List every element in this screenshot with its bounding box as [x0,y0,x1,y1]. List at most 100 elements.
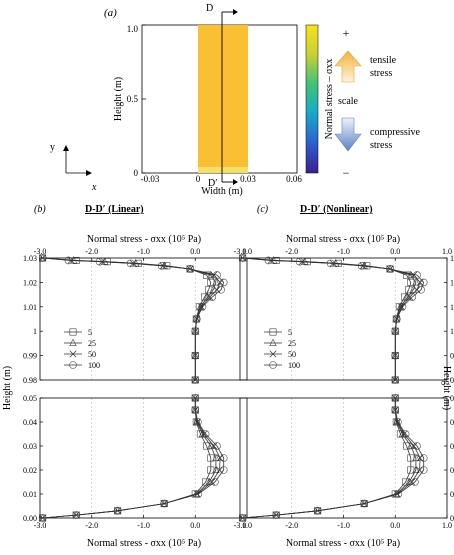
panel-b-upper-x-tick-label: -1.0 [137,247,150,256]
axis-x-letter: x [91,182,97,193]
panel-c-upper-series-100-point [386,265,394,273]
panel-c-upper-series-100-point [391,327,400,336]
panel-a-label: (a) [104,7,117,19]
y-tick-0.5: 0.5 [127,94,139,104]
panel-c-lower-series-100-point [313,506,322,515]
panel-c-upper-x-tick-label: -2.0 [285,247,298,256]
panel-c-upper-series-100-point [326,259,335,268]
panel-c-lower-series-100-point [401,430,410,438]
panel-b-lower-series-50-line [42,398,221,519]
panel-b-lower-y-tick-label: 0.02 [23,466,37,475]
panel-b-upper-series-25-line [42,257,217,380]
panel-b-lower-series-25-point [212,453,220,462]
panel-c-upper-series-25-point [238,253,247,262]
panel-b-upper-x-tick-label: -3.0 [34,247,47,256]
panel-b-lower-series-100-point [211,478,219,486]
panel-b-upper-y-tick-label: 0.98 [23,376,37,385]
section-bottom-label: D′ [208,178,217,189]
panel-b-lower-series-25-point [193,417,201,426]
panel-b-lower-series-100-point [38,514,47,522]
panel-c-upper-series-50-point [398,303,405,311]
panel-c-legend-label-100: 100 [288,361,300,370]
panel-c-upper-x-tick-label: 0.0 [390,247,400,256]
panel-c-upper-series-100-point [391,351,400,360]
panel-c-upper-series-100-point [391,376,400,384]
panel-c-upper-series-100-point [357,262,366,270]
panel-b-lower-series-100-point [219,454,228,462]
section-arrow-bottom-head [233,179,238,185]
x-tick-003: 0.03 [240,174,256,184]
panel-c-lower-series-50-point [410,442,418,450]
panel-c-lower-series-25-point [412,465,420,474]
panel-b-lower-series-100-point [219,466,228,474]
panel-c-upper-y-tick-label: 1.01 [450,303,454,312]
panel-b-upper-x-tick-label: 0.0 [190,247,200,256]
panel-c-upper-series-100-point [264,256,273,265]
tensile-label-2: stress [370,68,392,79]
compressive-label-1: compressive [370,127,421,138]
panel-b-upper-series-100-point [219,278,228,287]
panel-c-upper-series-50-point [406,293,414,301]
panel-b-lower-series-100-point [191,406,200,414]
panel-b-upper-series-50-point [213,286,221,294]
x-tick-006: 0.06 [286,174,302,184]
panel-c-lower-x-tick-label: -1.0 [337,521,350,530]
panel-b-lower-series-50-point [200,430,208,438]
wall-stress-field [198,25,248,173]
panel-c-lower-x-tick-label: 1.0 [442,521,452,530]
panel-b-bottom-axis-label: Normal stress - σxx (10⁵ Pa) [87,538,201,549]
panel-b-y-label: Height (m) [2,366,13,410]
panel-c-lower-series-100-point [391,394,400,402]
panel-c-upper-y-tick-label: 0.99 [450,352,454,361]
panel-b-lower-series-50-point [210,442,218,450]
panel-b-lower-series-5-line [42,398,212,519]
panel-b-lower-series-100-point [160,499,168,508]
panel-c-upper-series-100-point [295,257,304,266]
panel-c-upper-series-100-point [419,278,428,287]
panel-c-upper-series-100-point [413,271,421,279]
panel-c-lower-y-tick-label: 0.02 [450,466,454,475]
panel-b-top-axis-label: Normal stress - σxx (10⁵ Pa) [87,234,201,245]
panel-c-lower-y-tick-label: 0.01 [450,490,454,499]
y-tick-0: 0 [134,168,139,178]
panel-c-lower-series-25-line [242,398,417,519]
panel-b-upper-series-100-point [126,259,135,268]
panel-a-y-ticks: 0 0.5 1.0 [127,24,146,178]
panel-b-lower-y-tick-label: 0.03 [23,442,37,451]
x-tick-neg003: -0.03 [141,174,160,184]
panel-c-lower-x-tick-label: 0.0 [390,521,400,530]
wall-base-highlight [198,167,248,173]
panel-c-upper-series-50-point [239,254,247,262]
panel-c-lower-series-5-line [242,398,412,519]
tensile-label-1: tensile [370,55,397,66]
panel-a: (a) D D′ 0 0.5 1.0 -0.03 0 0.03 0.06 H [50,3,421,197]
panel-c-lower-y-tick-label: 0.00 [450,514,454,523]
panel-b-upper-series-5-point [205,286,213,294]
panel-c-upper-series-100-point [238,254,247,262]
panel-b-legend-label-50: 50 [88,350,96,359]
panel-b-lower-series-25-line [42,398,217,519]
panel-b-upper-x-tick-label: -2.0 [85,247,98,256]
panel-c-lower-series-50-point [400,430,408,438]
panel-b-title: D-D′ (Linear) [85,204,144,215]
panel-b-upper-series-50-point [210,271,218,279]
panel-b-lower-series-100-point [194,418,202,426]
panel-c-upper-x-tick-label: -3.0 [234,247,247,256]
panel-b-lower-y-tick-label: 0.00 [23,514,37,523]
panel-b-upper-series-50-point [198,303,205,311]
panel-a-x-axis-label: Width (m) [201,186,243,197]
scale-label: scale [338,96,359,107]
panel-b-upper-series-25-point [191,375,199,384]
panel-c-upper-series-5-line [242,257,412,380]
panel-b-upper-x-tick-label: 1.0 [242,247,252,256]
panel-b-lower-x-tick-label: 0.0 [190,521,200,530]
panel-c-upper-y-tick-label: 0.98 [450,376,454,385]
panel-a-y-axis-label: Height (m) [113,77,124,121]
panel-c-lower-series-5-point [403,442,411,450]
panel-c-lower-series-25-point [412,453,420,462]
section-arrow-top-head [233,9,238,15]
panel-b-upper-series-100-point [38,254,47,262]
panel-b-lower-series-100-point [201,430,210,438]
panel-b-upper-series-50-point [39,254,47,262]
colorbar-label: Normal stress – σxx [324,59,335,140]
